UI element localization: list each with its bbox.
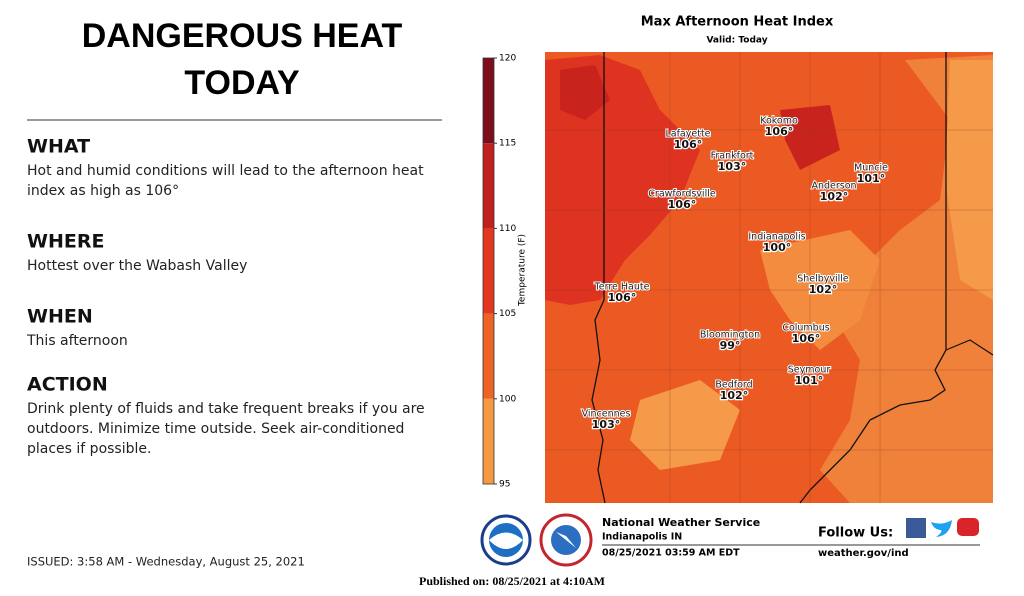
title: TODAY — [184, 64, 300, 102]
city-value: 99° — [720, 339, 741, 352]
city-value: 106° — [792, 332, 820, 345]
colorbar-band — [483, 143, 494, 229]
city-name: Anderson — [811, 181, 856, 192]
location: Indianapolis IN — [602, 532, 682, 543]
section-text: This afternoon — [26, 333, 128, 349]
city-value: 101° — [857, 172, 885, 185]
section-text: Hottest over the Wabash Valley — [27, 258, 247, 274]
colorbar-tick-label: 105 — [499, 309, 516, 319]
section-heading: ACTION — [27, 374, 108, 396]
map — [545, 52, 994, 504]
issued: ISSUED: 3:58 AM - Wednesday, August 25, … — [27, 555, 305, 569]
city-name: Seymour — [788, 365, 831, 376]
timestamp: 08/25/2021 03:59 AM EDT — [602, 548, 740, 559]
title: DANGEROUS HEAT — [82, 17, 403, 55]
city-name: Terre Haute — [594, 282, 650, 293]
city-name: Kokomo — [760, 116, 798, 127]
city-value: 103° — [718, 160, 746, 173]
section-text: index as high as 106° — [27, 183, 179, 199]
facebook-icon[interactable] — [906, 518, 926, 538]
map-subtitle: Valid: Today — [706, 36, 767, 46]
city-value: 102° — [809, 283, 837, 296]
city-value: 102° — [720, 389, 748, 402]
city-name: Crawfordsville — [648, 189, 716, 200]
city-value: 106° — [765, 125, 793, 138]
website[interactable]: weather.gov/ind — [818, 548, 909, 559]
city-name: Vincennes — [582, 409, 631, 420]
published: Published on: 08/25/2021 at 4:10AM — [419, 574, 605, 588]
colorbar-tick-label: 120 — [499, 54, 516, 64]
colorbar-band — [483, 228, 494, 314]
section-heading: WHEN — [27, 306, 93, 328]
follow: Follow Us: — [818, 526, 893, 541]
colorbar: 120 115 110 105 100 95 — [482, 54, 516, 490]
section-text: Hot and humid conditions will lead to th… — [27, 163, 424, 179]
colorbar-tick-label: 110 — [499, 224, 516, 234]
colorbar-tick-label: 115 — [499, 139, 516, 149]
noaa-logo — [480, 514, 532, 566]
colorbar-frame — [482, 57, 495, 485]
city-value: 103° — [592, 418, 620, 431]
city-value: 102° — [820, 190, 848, 203]
city-name: Indianapolis — [748, 232, 805, 243]
twitter-icon[interactable] — [931, 520, 952, 537]
city-value: 106° — [608, 291, 636, 304]
city-name: Bedford — [715, 380, 752, 391]
colorbar-label: Temperature (F) — [518, 234, 528, 307]
city-value: 106° — [674, 138, 702, 151]
colorbar-band — [483, 398, 494, 484]
colorbar-band — [483, 58, 494, 144]
office: National Weather Service — [602, 516, 760, 529]
city-value: 100° — [763, 241, 791, 254]
youtube-icon[interactable] — [957, 518, 979, 536]
section-text: outdoors. Minimize time outside. Seek ai… — [27, 421, 404, 437]
city-name: Lafayette — [665, 129, 710, 140]
city-value: 106° — [668, 198, 696, 211]
nws-logo — [539, 513, 593, 567]
section-text: Drink plenty of fluids and take frequent… — [27, 401, 425, 417]
city-name: Shelbyville — [797, 274, 849, 285]
map-title: Max Afternoon Heat Index — [641, 15, 834, 30]
colorbar-tick-label: 95 — [499, 480, 510, 490]
section-heading: WHAT — [27, 136, 90, 158]
colorbar-band — [483, 313, 494, 399]
city-name: Columbus — [782, 323, 829, 334]
section-text: places if possible. — [27, 441, 151, 457]
city-name: Muncie — [854, 163, 888, 174]
city-name: Frankfort — [711, 151, 754, 162]
city-value: 101° — [795, 374, 823, 387]
section-heading: WHERE — [27, 231, 104, 253]
city-name: Bloomington — [700, 330, 760, 341]
colorbar-tick-label: 100 — [499, 394, 516, 404]
